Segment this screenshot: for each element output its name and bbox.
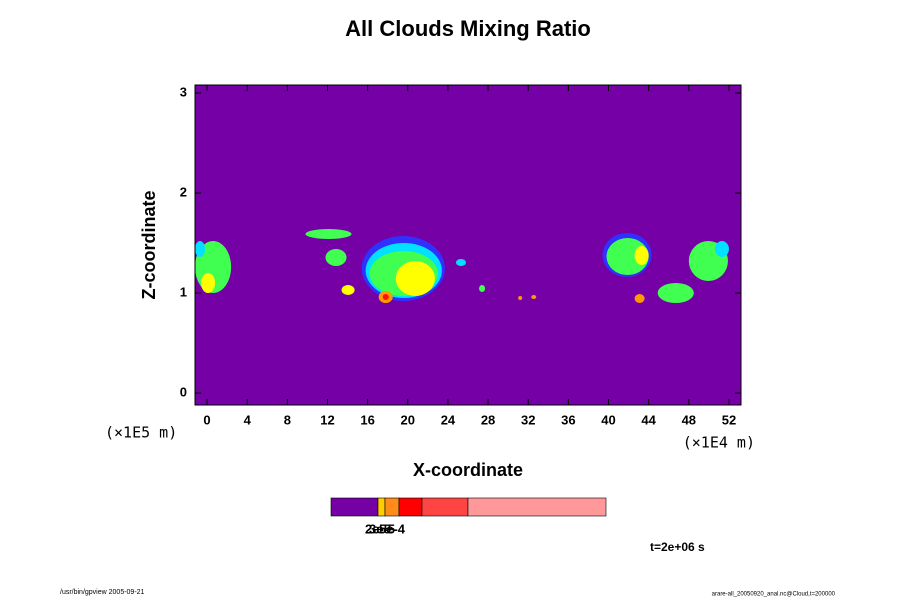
x-tick-label: 0 xyxy=(203,412,210,427)
x-tick-label: 32 xyxy=(521,412,535,427)
cloud-patch xyxy=(714,241,729,257)
cloud-patch xyxy=(634,294,645,303)
colorbar-segment xyxy=(384,497,400,517)
x-tick-label: 16 xyxy=(360,412,374,427)
cloud-patch xyxy=(657,283,694,303)
x-tick-label: 48 xyxy=(682,412,696,427)
cloud-patch xyxy=(606,238,649,275)
y-tick-label: 2 xyxy=(180,184,187,199)
colorbar-segment xyxy=(330,497,379,517)
x-tick-label: 20 xyxy=(401,412,415,427)
chart-title: All Clouds Mixing Ratio xyxy=(345,16,591,41)
plot-frame xyxy=(194,84,742,406)
colorbar-segment xyxy=(421,497,469,517)
x-axis-label: X-coordinate xyxy=(413,460,523,480)
x-tick-label: 40 xyxy=(601,412,615,427)
plot-background xyxy=(195,85,741,405)
colorbar-tick-label: 2e-5 xyxy=(365,521,391,536)
y-tick-label: 3 xyxy=(180,84,187,99)
x-tick-label: 52 xyxy=(722,412,736,427)
y-tick-label: 0 xyxy=(180,384,187,399)
cloud-patch xyxy=(455,259,466,266)
x-tick-label: 36 xyxy=(561,412,575,427)
colorbar-segment xyxy=(377,497,386,517)
colorbar-tick-label: 3e-5 xyxy=(369,521,395,536)
y-axis-label: Z-coordinate xyxy=(139,190,159,299)
cloud-patch xyxy=(634,246,649,265)
x-tick-label: 12 xyxy=(320,412,334,427)
cloud-patch xyxy=(395,261,435,296)
x-tick-label: 44 xyxy=(641,412,656,427)
cloud-patch xyxy=(531,295,537,299)
cloud-patch xyxy=(325,249,347,266)
y-unit: (×1E5 m) xyxy=(105,424,177,442)
footer-right: arare-all_20050920_anal.nc@Cloud,t=20000… xyxy=(712,592,836,598)
cloud-patch xyxy=(201,273,216,293)
cloud-patch xyxy=(382,294,389,300)
x-tick-label: 28 xyxy=(481,412,495,427)
cloud-patch xyxy=(479,285,486,292)
x-unit: (×1E4 m) xyxy=(683,434,755,452)
cloud-patch xyxy=(341,285,355,295)
x-tick-label: 4 xyxy=(244,412,252,427)
y-tick-label: 1 xyxy=(180,284,187,299)
x-tick-label: 24 xyxy=(441,412,456,427)
colorbar-segment xyxy=(398,497,423,517)
cloud-patch xyxy=(195,241,206,257)
cloud-patch xyxy=(305,229,352,239)
colorbar-segment xyxy=(467,497,607,517)
colorbar-tick-label: 5e-4 xyxy=(379,521,406,536)
footer-left: /usr/bin/gpview 2005-09-21 xyxy=(60,589,145,596)
time-label: t=2e+06 s xyxy=(650,540,705,554)
x-tick-label: 8 xyxy=(284,412,291,427)
cloud-patch xyxy=(518,296,523,300)
